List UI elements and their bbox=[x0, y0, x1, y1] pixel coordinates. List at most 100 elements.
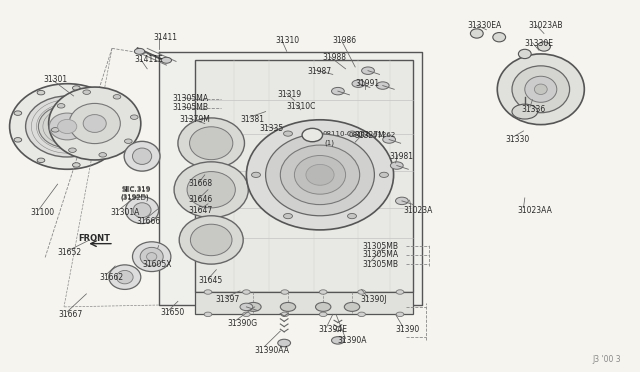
Text: 31330EA: 31330EA bbox=[467, 21, 502, 30]
Ellipse shape bbox=[37, 90, 45, 95]
Ellipse shape bbox=[26, 96, 109, 157]
Ellipse shape bbox=[140, 247, 163, 266]
Ellipse shape bbox=[525, 76, 557, 102]
Ellipse shape bbox=[280, 145, 360, 205]
Ellipse shape bbox=[72, 163, 80, 167]
Text: 31662: 31662 bbox=[99, 273, 124, 282]
Ellipse shape bbox=[534, 84, 547, 94]
Text: 31381: 31381 bbox=[240, 115, 264, 124]
Ellipse shape bbox=[134, 48, 145, 54]
Ellipse shape bbox=[147, 253, 157, 261]
Text: 31668: 31668 bbox=[189, 179, 213, 187]
Ellipse shape bbox=[204, 312, 212, 317]
Text: 31390AA: 31390AA bbox=[255, 346, 290, 355]
Text: (3192D): (3192D) bbox=[120, 195, 149, 201]
Ellipse shape bbox=[284, 131, 292, 136]
Ellipse shape bbox=[493, 32, 506, 42]
Ellipse shape bbox=[10, 84, 125, 169]
Ellipse shape bbox=[125, 139, 132, 144]
Text: 31647: 31647 bbox=[189, 206, 213, 215]
Ellipse shape bbox=[51, 128, 59, 132]
Ellipse shape bbox=[358, 312, 365, 317]
Ellipse shape bbox=[161, 57, 172, 63]
Ellipse shape bbox=[518, 49, 531, 58]
Text: 31305MA: 31305MA bbox=[173, 94, 209, 103]
Ellipse shape bbox=[316, 302, 331, 311]
Text: 31646: 31646 bbox=[189, 195, 213, 203]
Ellipse shape bbox=[38, 105, 96, 148]
Text: 31987: 31987 bbox=[307, 67, 332, 76]
Text: 08110-61262: 08110-61262 bbox=[349, 132, 396, 138]
Ellipse shape bbox=[49, 87, 141, 160]
Ellipse shape bbox=[396, 197, 408, 205]
Ellipse shape bbox=[131, 115, 138, 119]
Ellipse shape bbox=[174, 162, 248, 218]
Ellipse shape bbox=[246, 302, 261, 311]
Ellipse shape bbox=[470, 29, 483, 38]
Ellipse shape bbox=[104, 99, 111, 104]
Ellipse shape bbox=[104, 149, 111, 154]
Ellipse shape bbox=[319, 290, 327, 294]
Ellipse shape bbox=[191, 224, 232, 256]
Polygon shape bbox=[159, 52, 422, 305]
Ellipse shape bbox=[348, 131, 356, 136]
Ellipse shape bbox=[132, 242, 171, 272]
Ellipse shape bbox=[294, 155, 346, 194]
Ellipse shape bbox=[396, 290, 404, 294]
Text: 31305MB: 31305MB bbox=[362, 242, 398, 251]
Ellipse shape bbox=[83, 115, 106, 132]
Ellipse shape bbox=[116, 270, 133, 284]
Ellipse shape bbox=[113, 94, 121, 99]
Text: 31397: 31397 bbox=[216, 295, 240, 304]
Text: 31301: 31301 bbox=[44, 76, 68, 84]
Ellipse shape bbox=[281, 290, 289, 294]
Ellipse shape bbox=[178, 118, 244, 169]
Ellipse shape bbox=[246, 120, 394, 230]
Ellipse shape bbox=[252, 172, 260, 177]
Text: 31319: 31319 bbox=[277, 90, 301, 99]
Text: 31991: 31991 bbox=[355, 79, 380, 88]
Ellipse shape bbox=[278, 339, 291, 347]
Ellipse shape bbox=[116, 124, 124, 129]
Text: 31666: 31666 bbox=[136, 217, 161, 226]
Text: (1): (1) bbox=[323, 138, 333, 145]
Text: 31310: 31310 bbox=[275, 36, 300, 45]
Ellipse shape bbox=[132, 148, 152, 164]
Text: 31390A: 31390A bbox=[337, 336, 367, 345]
Ellipse shape bbox=[284, 214, 292, 219]
Text: 31310C: 31310C bbox=[287, 102, 316, 110]
Ellipse shape bbox=[133, 203, 151, 218]
Ellipse shape bbox=[332, 87, 344, 95]
Text: 31986: 31986 bbox=[333, 36, 357, 45]
Text: 31301A: 31301A bbox=[111, 208, 140, 217]
Text: 31379M: 31379M bbox=[179, 115, 210, 124]
Ellipse shape bbox=[266, 134, 374, 216]
Ellipse shape bbox=[69, 103, 120, 144]
Ellipse shape bbox=[280, 302, 296, 311]
Text: 31100: 31100 bbox=[31, 208, 55, 217]
Ellipse shape bbox=[109, 265, 141, 289]
Ellipse shape bbox=[68, 148, 76, 153]
Ellipse shape bbox=[124, 141, 160, 171]
Text: 31411E: 31411E bbox=[134, 55, 163, 64]
Text: 31023A: 31023A bbox=[403, 206, 433, 215]
Text: FRONT: FRONT bbox=[79, 234, 111, 243]
Text: 31305MA: 31305MA bbox=[362, 250, 398, 259]
Ellipse shape bbox=[376, 82, 389, 89]
Ellipse shape bbox=[58, 119, 77, 134]
Text: 31390: 31390 bbox=[396, 325, 420, 334]
Ellipse shape bbox=[243, 312, 250, 317]
Ellipse shape bbox=[204, 290, 212, 294]
Ellipse shape bbox=[383, 136, 396, 143]
Ellipse shape bbox=[179, 216, 243, 264]
Ellipse shape bbox=[352, 80, 365, 87]
Ellipse shape bbox=[72, 86, 80, 90]
Ellipse shape bbox=[125, 197, 159, 224]
Text: 31330: 31330 bbox=[506, 135, 530, 144]
Ellipse shape bbox=[380, 172, 388, 177]
Text: SEC.319: SEC.319 bbox=[122, 187, 151, 193]
Ellipse shape bbox=[14, 138, 22, 142]
Text: 31336: 31336 bbox=[522, 105, 546, 114]
Ellipse shape bbox=[319, 312, 327, 317]
Ellipse shape bbox=[512, 104, 538, 119]
